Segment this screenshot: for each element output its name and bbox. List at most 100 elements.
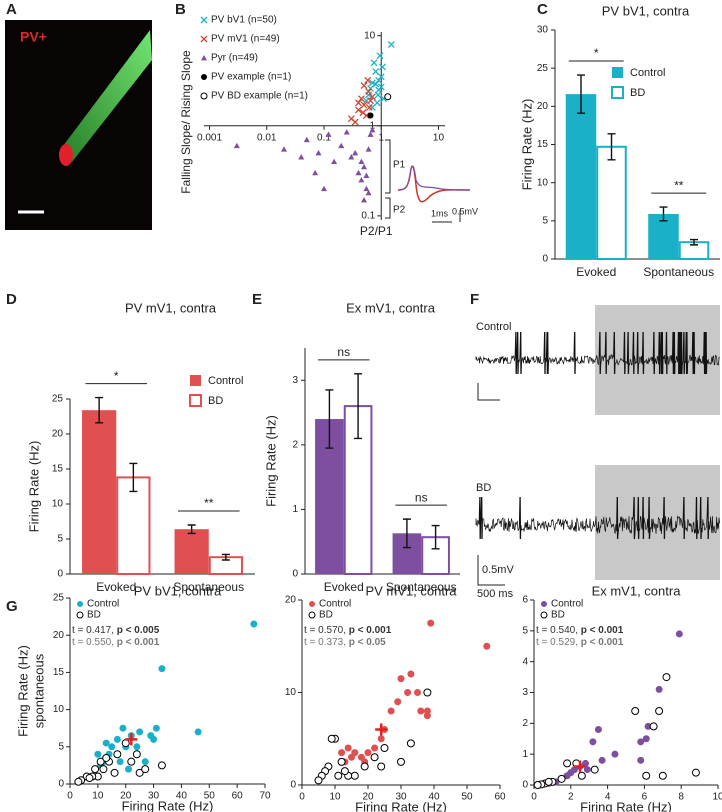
x-tick-label: 0.1	[317, 132, 331, 143]
point	[158, 665, 166, 673]
point	[368, 93, 376, 101]
image-label: PV+	[20, 29, 47, 45]
x-tick-label: 30	[395, 792, 407, 803]
inset-label: 1ms	[431, 208, 449, 218]
point	[125, 765, 132, 773]
waveform	[397, 165, 471, 203]
stat-p: p < 0.001	[581, 637, 624, 648]
point	[374, 91, 382, 99]
y-tick-label: 15	[53, 667, 65, 678]
point	[327, 734, 336, 743]
x-tick-label: Evoked	[576, 265, 616, 279]
x-axis-label: Firing Rate (Hz)	[355, 799, 447, 812]
error-bar	[129, 462, 138, 493]
legend-label: PV mV1 (n=49)	[211, 34, 280, 45]
micrograph	[5, 20, 152, 230]
point	[352, 149, 359, 156]
y-tick-label: 3	[292, 375, 298, 386]
y-tick-label: 25	[537, 63, 549, 74]
point	[370, 753, 379, 762]
y-tick-label: 0.1	[361, 211, 375, 222]
point	[363, 172, 370, 179]
pipette	[60, 30, 152, 162]
y-axis-sublabel: spontaneous	[31, 653, 46, 728]
point	[583, 766, 591, 774]
point	[637, 756, 645, 764]
scale-label: 0.5mV	[482, 564, 514, 576]
point	[423, 712, 431, 720]
stat: t = 0.570, p < 0.001	[304, 625, 392, 636]
legend-label: Pyr (n=49)	[211, 53, 258, 64]
x-tick-label: 0	[299, 792, 305, 803]
point	[343, 129, 350, 135]
chart-title: PV bV1, contra	[134, 583, 222, 598]
chart-title: PV mV1, contra	[125, 300, 217, 315]
point	[99, 765, 108, 774]
y-tick-label: 25	[53, 593, 65, 604]
point	[655, 707, 664, 715]
point	[94, 750, 102, 758]
legend-label: PV example (n=1)	[211, 72, 291, 83]
error-bar	[659, 206, 668, 222]
x-tick-label: 60	[232, 791, 244, 802]
point	[371, 744, 379, 752]
significance: **	[674, 178, 684, 192]
point	[642, 771, 651, 780]
point	[387, 707, 395, 715]
legend-marker	[76, 611, 84, 619]
legend-marker	[201, 74, 207, 80]
point	[397, 675, 405, 683]
point	[369, 126, 376, 133]
x-tick-label: 40	[176, 791, 188, 802]
stat-t: t = 0.540,	[536, 625, 581, 636]
bar	[82, 410, 117, 574]
point	[325, 131, 332, 137]
point	[367, 131, 374, 137]
stat-t: t = 0.417,	[72, 625, 117, 636]
stat-p: p < 0.001	[581, 625, 624, 636]
point	[357, 753, 365, 761]
point	[691, 768, 700, 777]
scale-bar	[477, 555, 505, 586]
y-tick-label: 10	[52, 499, 64, 510]
error-bar	[221, 553, 230, 561]
legend-label: Control	[208, 375, 243, 387]
point	[233, 142, 240, 149]
point	[361, 197, 368, 203]
point	[135, 768, 144, 777]
legend-label: PV BD example (n=1)	[211, 91, 308, 102]
bar	[596, 145, 627, 260]
y-axis-label: Firing Rate (Hz)	[263, 415, 278, 507]
mean-marker	[125, 733, 138, 746]
point	[141, 758, 149, 766]
point	[589, 738, 597, 746]
error-bar	[325, 389, 334, 449]
point	[423, 688, 432, 697]
point	[590, 765, 599, 774]
x-tick-label: 10	[433, 132, 445, 143]
y-tick-label: 2	[522, 718, 528, 729]
y-axis-label: Firing Rate (Hz)	[15, 645, 30, 737]
bracket	[385, 139, 391, 219]
cell	[59, 144, 73, 166]
point	[102, 739, 110, 747]
x-tick-label: Spontaneous	[386, 580, 457, 594]
y-tick-label: 10	[285, 687, 297, 698]
significance: ns	[415, 490, 428, 504]
stat: t = 0.550, p < 0.001	[72, 637, 160, 648]
point	[355, 169, 362, 176]
legend-marker	[540, 611, 548, 619]
point	[150, 735, 158, 743]
stat-p: p < 0.001	[349, 625, 392, 636]
x-tick-label: 6	[642, 792, 648, 803]
point	[121, 739, 130, 748]
stat-p: p < 0.05	[349, 637, 386, 648]
inset	[385, 139, 471, 223]
point	[397, 757, 405, 766]
x-tick-label: 0.01	[257, 132, 277, 143]
legend-marker	[541, 601, 547, 607]
x-tick-label: 30	[148, 791, 160, 802]
chart-title: PV mV1, contra	[365, 583, 457, 598]
point	[334, 771, 343, 780]
